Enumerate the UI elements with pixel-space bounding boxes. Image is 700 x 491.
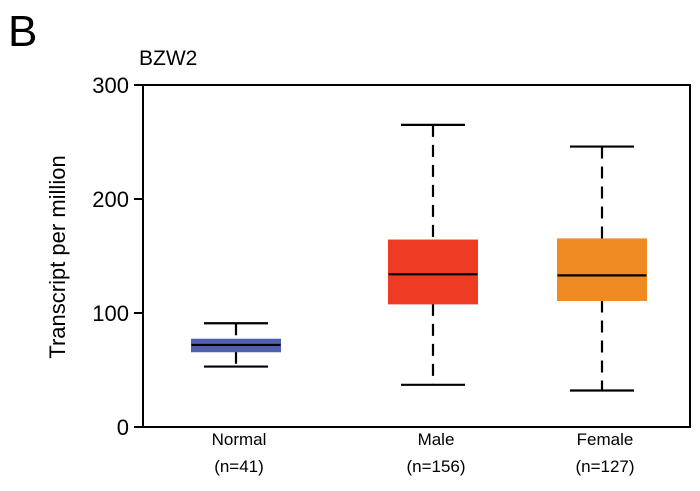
boxes	[191, 123, 647, 392]
category-label-male: Male	[418, 430, 455, 449]
category-label-normal: Normal	[212, 430, 267, 449]
y-tick-label: 200	[92, 187, 129, 212]
x-axis-labels: Normal (n=41) Male (n=156) Female (n=127)	[212, 430, 635, 476]
y-tick-label: 100	[92, 301, 129, 326]
chart-title: BZW2	[139, 47, 197, 70]
box-female	[557, 145, 647, 392]
category-n-female: (n=127)	[575, 457, 634, 476]
y-tick-label: 0	[117, 415, 129, 440]
box-male	[388, 123, 478, 386]
axes: 0 100 200 300	[92, 73, 691, 440]
iqr-box	[557, 238, 647, 301]
iqr-box	[388, 239, 478, 305]
category-n-male: (n=156)	[406, 457, 465, 476]
plot-frame	[142, 84, 691, 428]
y-tick-label: 300	[92, 73, 129, 98]
box-normal	[191, 322, 281, 368]
panel-label: B	[8, 7, 37, 56]
category-label-female: Female	[577, 430, 634, 449]
category-n-normal: (n=41)	[214, 457, 264, 476]
y-axis-label: Transcript per million	[45, 155, 70, 358]
